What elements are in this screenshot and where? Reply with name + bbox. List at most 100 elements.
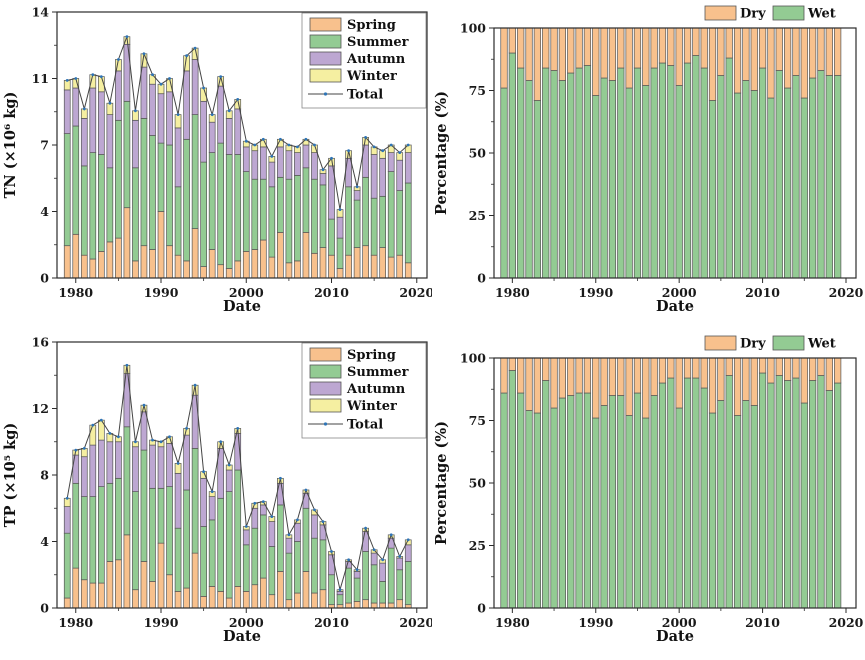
total-marker xyxy=(270,155,274,158)
bar-2015-spring xyxy=(370,254,378,279)
total-marker xyxy=(296,518,299,522)
total-marker xyxy=(99,75,103,78)
chart-tp-svg: 0 4 8 12 16 1980 1990 2000 2010 2020 Spring Summer A… xyxy=(2,335,432,646)
bar-2003-summer xyxy=(268,186,276,258)
total-marker xyxy=(261,137,265,141)
bar-1983-summer xyxy=(97,486,105,584)
bar-2003-wet xyxy=(700,67,708,279)
bar-2001-summer xyxy=(251,527,259,586)
total-marker xyxy=(313,143,316,147)
bar-1981-spring xyxy=(80,579,88,609)
bar-1999-autumn xyxy=(234,108,242,155)
bar-2004-dry xyxy=(708,357,717,414)
bar-1995-summer xyxy=(200,526,207,597)
total-marker xyxy=(159,440,163,444)
bar-2004-spring xyxy=(277,571,284,609)
legend-swatch-spring xyxy=(309,347,342,362)
bar-1995-dry xyxy=(633,27,642,69)
plot-area-tp: 0 4 8 12 16 1980 1990 2000 2010 2020 Spring Summer A… xyxy=(32,335,432,631)
y-tick-label: 50 xyxy=(469,146,487,161)
bar-1992-dry xyxy=(608,27,617,81)
total-marker xyxy=(159,82,163,86)
bar-1980-spring xyxy=(72,567,80,609)
bar-2009-dry xyxy=(750,27,758,91)
bar-1995-autumn xyxy=(200,100,207,163)
bar-2015-autumn xyxy=(370,552,378,566)
total-marker xyxy=(108,101,112,105)
bar-2012-wet xyxy=(775,70,783,279)
y-tick-label: 16 xyxy=(32,335,50,350)
total-marker xyxy=(210,113,214,116)
bar-1980-wet xyxy=(508,370,516,609)
total-marker xyxy=(381,149,385,153)
legend-swatch-autumn xyxy=(309,51,342,66)
bar-1997-spring xyxy=(217,264,225,279)
bar-2015-spring xyxy=(370,602,378,609)
bar-1998-autumn xyxy=(225,118,233,155)
bar-1998-summer xyxy=(225,491,233,599)
bar-2011-autumn xyxy=(336,216,344,239)
bar-2012-dry xyxy=(775,357,783,376)
legend-swatch-spring xyxy=(309,17,342,32)
bar-1997-autumn xyxy=(217,85,225,144)
bar-2000-dry xyxy=(675,27,683,86)
bar-2001-autumn xyxy=(251,507,259,529)
bar-2015-wet xyxy=(800,402,808,609)
bar-1994-dry xyxy=(625,27,633,89)
bar-2016-summer xyxy=(379,581,386,604)
bar-1990-dry xyxy=(592,357,600,419)
bar-1995-wet xyxy=(633,67,642,279)
bar-2014-wet xyxy=(792,75,800,279)
bar-1996-wet xyxy=(642,85,650,279)
legend-label-summer: Summer xyxy=(347,365,409,380)
bar-2015-autumn xyxy=(370,154,378,199)
x-tick-label: 1990 xyxy=(144,615,179,630)
bar-1990-winter xyxy=(157,83,165,95)
bar-1993-spring xyxy=(183,260,190,279)
bar-2002-summer xyxy=(259,178,267,241)
bar-1979-dry xyxy=(500,357,508,394)
bar-1996-summer xyxy=(208,519,216,587)
bar-1999-spring xyxy=(234,586,242,609)
bar-1982-summer xyxy=(89,152,97,260)
bar-2016-summer xyxy=(379,195,386,248)
bar-1992-summer xyxy=(174,527,182,592)
legend-swatch-dry xyxy=(704,5,737,21)
bar-1988-dry xyxy=(575,357,583,394)
total-marker xyxy=(389,533,393,537)
y-tick-label: 0 xyxy=(40,601,49,616)
bar-2016-dry xyxy=(809,357,817,381)
bar-1990-summer xyxy=(157,487,165,544)
legend-swatch-winter xyxy=(309,398,342,413)
chart-tp-percentage-cell: 0 25 50 75 100 1980 1990 2000 2010 2020 Dry Wet Per… xyxy=(432,330,865,660)
bar-2017-spring xyxy=(387,256,395,279)
bar-2006-wet xyxy=(725,375,733,609)
y-tick-label: 25 xyxy=(469,538,486,553)
bar-1983-autumn xyxy=(97,91,105,155)
bar-1990-summer xyxy=(157,142,165,212)
bar-1996-dry xyxy=(642,27,650,86)
bar-2004-dry xyxy=(708,27,717,101)
total-marker xyxy=(151,73,154,77)
bar-2013-dry xyxy=(784,357,792,381)
legend-swatch-summer xyxy=(309,34,342,49)
bar-1997-spring xyxy=(217,591,225,609)
x-axis-title-tn-percentage: Date xyxy=(656,298,694,315)
total-marker xyxy=(193,383,197,387)
y-tick-label: 50 xyxy=(469,476,487,491)
bar-2001-summer xyxy=(251,178,259,250)
bar-1987-spring xyxy=(132,589,139,609)
bar-1985-summer xyxy=(115,119,122,239)
bar-2003-autumn xyxy=(268,521,276,547)
bar-2017-summer xyxy=(387,547,395,604)
bar-1984-dry xyxy=(542,357,550,381)
bar-2006-spring xyxy=(294,260,301,279)
total-marker xyxy=(108,432,112,435)
total-marker xyxy=(406,143,410,147)
bar-1985-wet xyxy=(550,407,558,609)
bar-1983-autumn xyxy=(97,439,105,487)
bar-1991-dry xyxy=(600,27,608,79)
legend-label-total: Total xyxy=(347,88,383,103)
bar-2008-spring xyxy=(311,252,318,279)
x-tick-label: 1980 xyxy=(58,615,93,630)
